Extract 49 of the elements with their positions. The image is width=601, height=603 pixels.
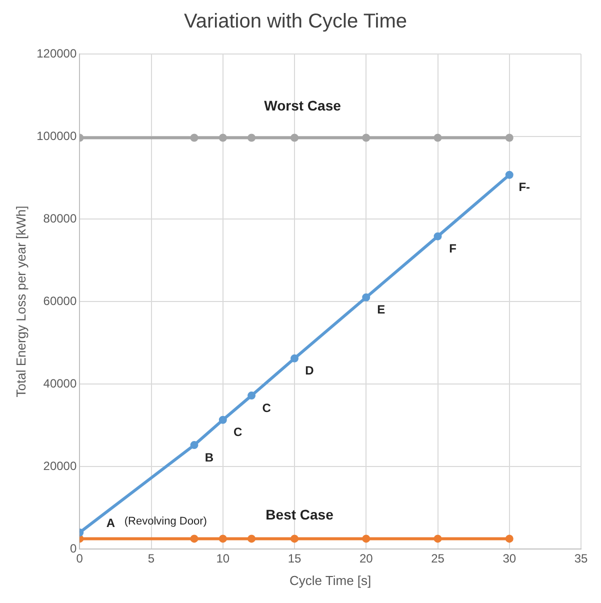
x-tick-label: 30 <box>502 552 516 566</box>
annotation: A <box>106 516 116 530</box>
point <box>190 534 198 543</box>
point <box>434 134 442 142</box>
point <box>362 534 370 543</box>
annotation: (Revolving Door) <box>124 516 207 528</box>
y-tick-label: 80000 <box>43 211 77 226</box>
annotation: Best Case <box>266 506 334 523</box>
x-tick-label: 10 <box>216 552 230 566</box>
point <box>505 534 514 543</box>
annotation: C <box>234 425 243 440</box>
point <box>434 232 442 240</box>
y-tick-label: 0 <box>70 541 77 556</box>
point <box>434 534 442 543</box>
point <box>505 170 514 179</box>
x-tick-label: 5 <box>148 552 155 566</box>
y-tick-label: 20000 <box>43 458 77 473</box>
point <box>505 134 514 142</box>
x-tick-label: 15 <box>288 552 302 566</box>
x-tick-label: 20 <box>359 552 374 566</box>
y-axis-title: Total Energy Loss per year [kWh] <box>13 206 28 398</box>
annotation: D <box>305 364 314 378</box>
point <box>248 134 256 142</box>
point <box>248 392 256 400</box>
x-tick-label: 25 <box>431 552 445 566</box>
x-tick-label: 35 <box>574 552 588 566</box>
annotation: E <box>377 302 386 317</box>
y-tick-label: 120000 <box>36 46 77 60</box>
point <box>190 441 198 450</box>
y-tick-label: 40000 <box>43 376 77 390</box>
annotation: Worst Case <box>264 98 342 114</box>
point <box>248 534 256 543</box>
y-tick-label: 60000 <box>43 294 77 308</box>
point <box>218 416 227 424</box>
point <box>290 134 299 142</box>
annotation: C <box>262 400 272 415</box>
annotation: F <box>449 242 456 256</box>
annotation: F- <box>518 180 530 194</box>
point <box>362 134 370 142</box>
point <box>290 354 299 362</box>
point <box>362 293 370 302</box>
point <box>290 534 299 543</box>
annotation: B <box>204 450 214 464</box>
point <box>218 134 227 142</box>
y-tick-label: 100000 <box>36 128 77 143</box>
point <box>190 134 198 142</box>
chart-title: Variation with Cycle Time <box>184 10 408 33</box>
point <box>218 534 227 543</box>
x-axis-title: Cycle Time [s] <box>290 572 372 588</box>
